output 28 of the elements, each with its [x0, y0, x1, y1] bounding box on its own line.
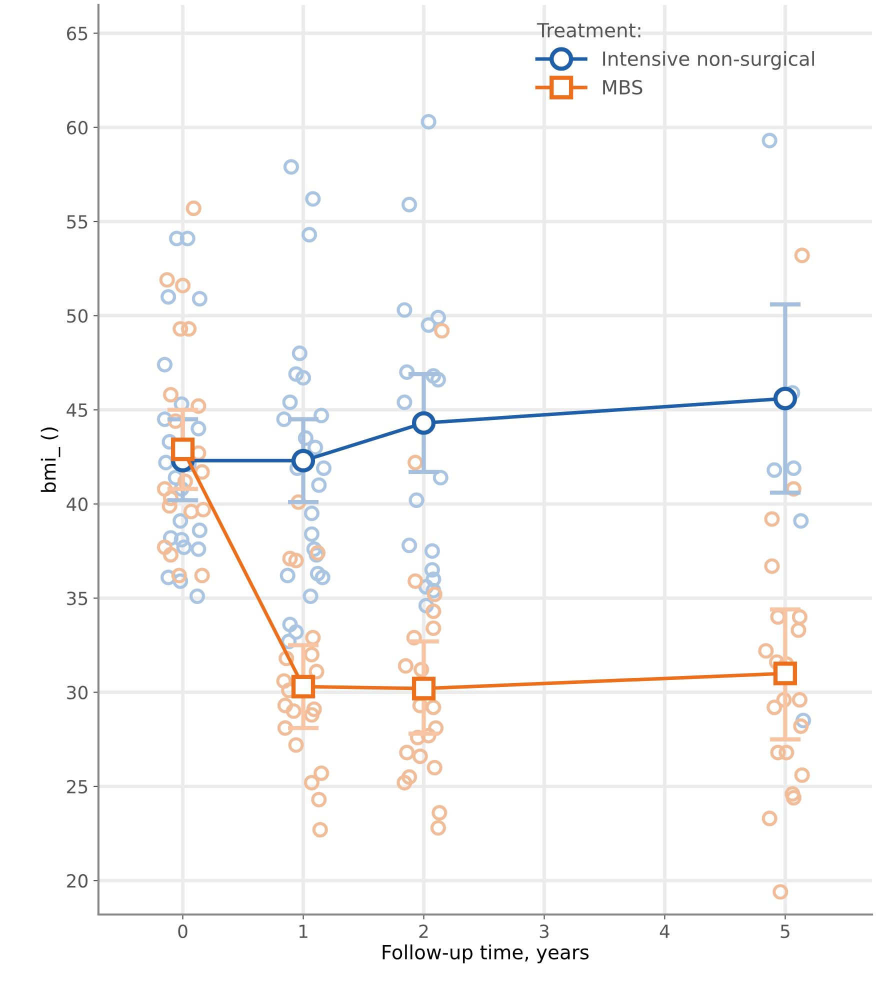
point — [412, 676, 436, 700]
y-tick-label: 55 — [67, 215, 88, 229]
point — [773, 662, 798, 686]
y-tick-label: 35 — [67, 592, 88, 606]
point — [170, 438, 195, 462]
y-tick-label: 40 — [66, 497, 88, 512]
legend-label: MBS — [603, 80, 642, 95]
y-tick-label: 65 — [67, 26, 88, 40]
x-tick-label: 4 — [660, 924, 670, 938]
y-axis-title: bmi_ () — [40, 428, 60, 492]
x-tick-label: 1 — [300, 924, 308, 938]
x-tick-label: 3 — [540, 924, 549, 938]
y-tick-label: 30 — [67, 686, 88, 700]
x-tick-label: 2 — [419, 924, 428, 938]
point — [412, 411, 436, 435]
point — [773, 386, 798, 410]
point — [291, 448, 316, 472]
y-tick-label: 50 — [67, 309, 88, 323]
y-tick-label: 20 — [67, 874, 88, 888]
y-tick-label: 25 — [67, 780, 88, 794]
point — [291, 674, 316, 698]
x-tick-label: 0 — [178, 924, 188, 938]
legend-label: Intensive non-surgical — [603, 51, 814, 70]
y-tick-label: 45 — [66, 404, 88, 417]
legend-title: Treatment: — [536, 23, 640, 38]
y-tick-label: 60 — [67, 120, 88, 134]
x-tick-label: 5 — [780, 924, 790, 938]
x-axis-title: Follow-up time, years — [382, 944, 589, 964]
